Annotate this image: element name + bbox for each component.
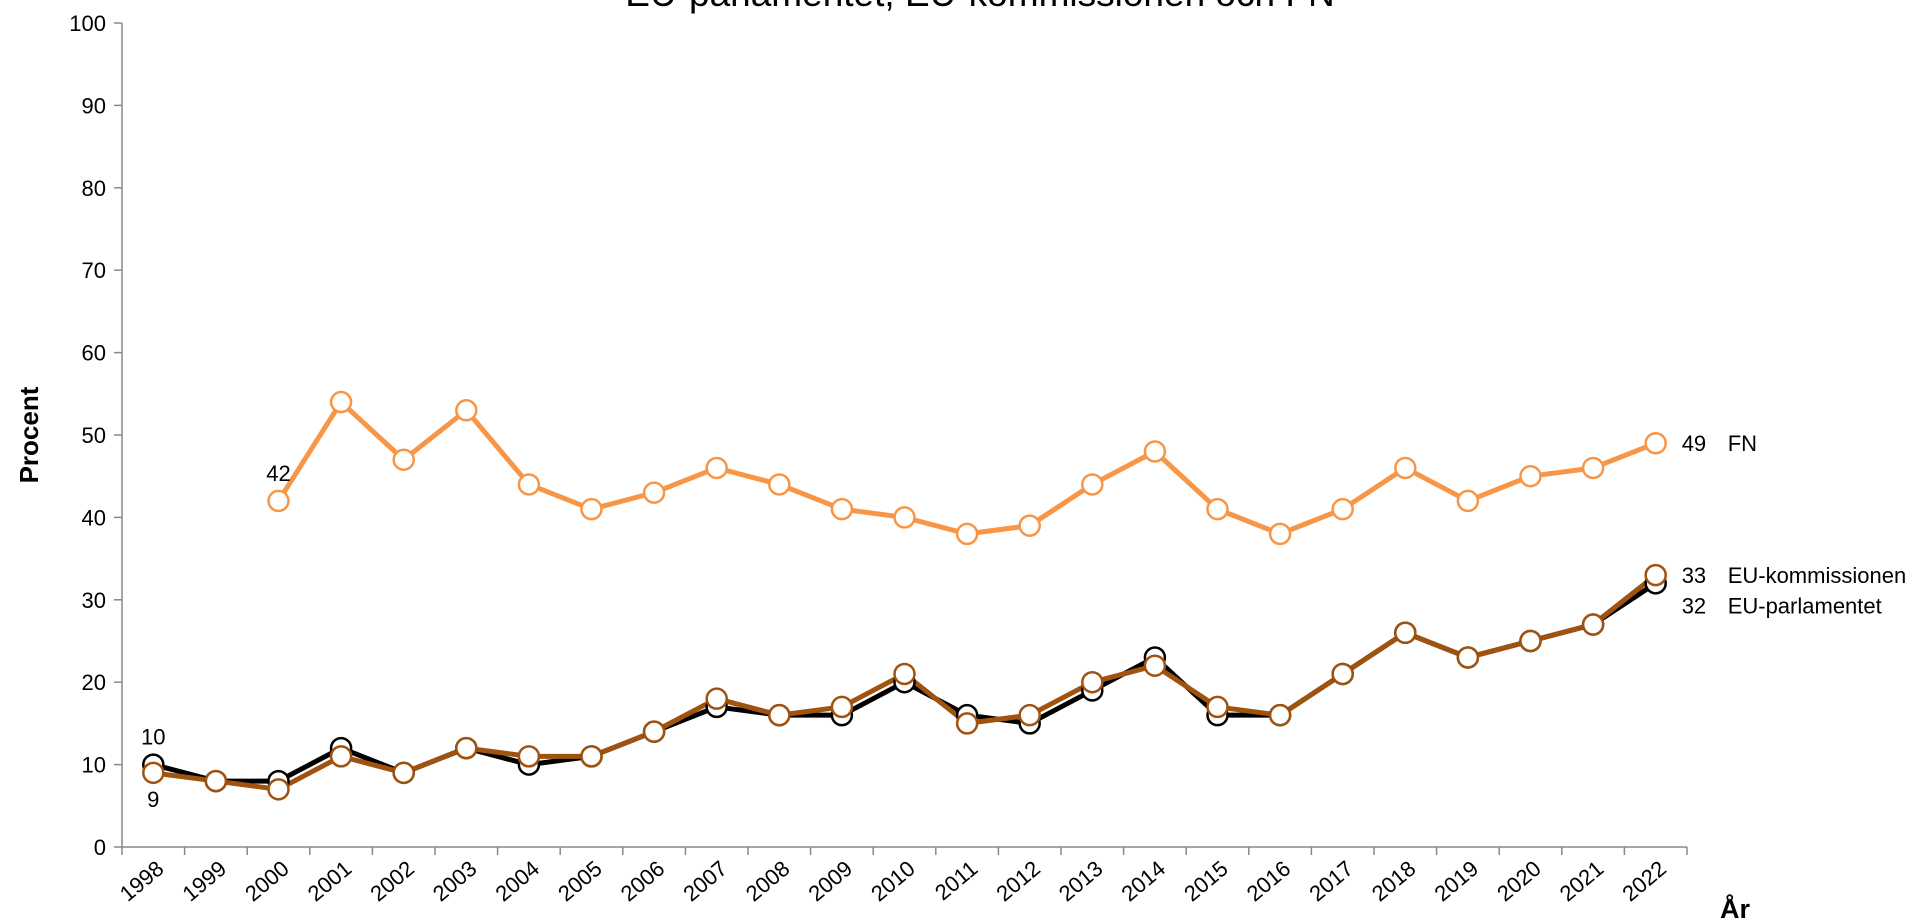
point — [455, 736, 478, 760]
point — [580, 745, 603, 768]
point — [1018, 703, 1041, 727]
x-tick-label: 2009 — [804, 856, 858, 907]
point — [392, 761, 415, 785]
point — [142, 761, 165, 785]
x-tick-label: 2002 — [365, 856, 419, 907]
point — [768, 473, 791, 496]
point — [1268, 522, 1292, 546]
point — [642, 481, 666, 504]
y-tick-label: 50 — [82, 423, 106, 448]
x-tick-label: 1998 — [115, 856, 169, 907]
point — [1456, 489, 1480, 513]
x-tick-label: 2014 — [1117, 856, 1171, 907]
point — [329, 390, 353, 414]
point — [1456, 646, 1480, 669]
x-tick-label: 2020 — [1492, 856, 1546, 907]
point — [1206, 497, 1229, 521]
point — [1018, 514, 1041, 537]
x-axis-label: År — [1720, 893, 1750, 921]
series-name: EU-parlamentet — [1728, 593, 1882, 618]
point — [1143, 654, 1167, 677]
point — [830, 695, 854, 719]
point — [267, 778, 290, 801]
point — [1581, 613, 1605, 636]
point — [204, 769, 228, 793]
point — [1394, 621, 1417, 645]
y-tick-label: 60 — [82, 341, 106, 366]
y-tick-label: 0 — [94, 835, 106, 860]
point — [1519, 629, 1542, 653]
x-tick-label: 2016 — [1242, 856, 1296, 907]
x-tick-label: 2006 — [616, 856, 670, 907]
point — [1143, 440, 1167, 463]
x-tick-label: 2012 — [991, 856, 1045, 907]
y-tick-label: 80 — [82, 176, 106, 201]
y-tick-label: 10 — [82, 753, 106, 778]
x-tick-label: 2003 — [428, 856, 482, 907]
series-name: FN — [1728, 431, 1757, 456]
x-tick-label: 2022 — [1617, 856, 1671, 907]
x-tick-label: 2010 — [866, 856, 920, 907]
data-label: 10 — [141, 725, 165, 750]
point — [1644, 563, 1667, 587]
x-tick-label: 2019 — [1430, 856, 1484, 907]
data-label: 9 — [147, 787, 159, 812]
data-label: 49 — [1682, 431, 1706, 456]
point — [955, 712, 979, 735]
x-tick-label: 2008 — [741, 856, 795, 907]
x-tick-label: 2001 — [303, 856, 357, 907]
x-tick-label: 2011 — [930, 856, 982, 906]
x-tick-label: 1999 — [178, 856, 232, 907]
series-name: EU-kommissionen — [1728, 563, 1907, 588]
point — [893, 506, 916, 529]
point — [392, 448, 415, 471]
point — [1331, 662, 1354, 686]
point — [1081, 670, 1104, 694]
point — [1331, 497, 1354, 521]
x-tick-label: 2000 — [240, 856, 294, 907]
x-tick-label: 2007 — [678, 856, 732, 907]
y-tick-label: 100 — [69, 11, 106, 36]
point — [955, 522, 979, 546]
point — [1394, 456, 1417, 480]
point — [642, 720, 666, 743]
point — [1519, 464, 1542, 488]
point — [517, 473, 541, 496]
y-tick-label: 90 — [82, 93, 106, 118]
x-tick-label: 2005 — [553, 856, 607, 907]
y-tick-label: 40 — [82, 505, 106, 530]
series-line — [276, 399, 1657, 537]
point — [830, 497, 854, 521]
chart-title: EU-parlamentet, EU-kommissionen och FN — [625, 0, 1334, 14]
point — [1581, 456, 1605, 480]
data-label: 33 — [1682, 563, 1706, 588]
data-label: 42 — [266, 461, 290, 486]
x-tick-label: 2021 — [1555, 856, 1609, 907]
y-tick-label: 70 — [82, 258, 106, 283]
point — [1268, 703, 1292, 727]
x-tick-label: 2013 — [1054, 856, 1108, 907]
y-tick-label: 20 — [82, 670, 106, 695]
x-tick-label: 2018 — [1367, 856, 1421, 907]
point — [455, 399, 478, 422]
data-label: 32 — [1682, 593, 1706, 618]
point — [329, 745, 353, 768]
point — [705, 687, 728, 710]
point — [893, 662, 916, 686]
y-axis-label: Procent — [14, 386, 44, 483]
x-tick-label: 2017 — [1304, 856, 1358, 907]
point — [1081, 473, 1104, 496]
x-tick-label: 2015 — [1179, 856, 1233, 907]
x-tick-label: 2004 — [491, 856, 545, 907]
point — [267, 489, 290, 513]
point — [580, 497, 603, 521]
point — [768, 703, 791, 727]
point — [1644, 431, 1667, 455]
point — [705, 456, 728, 480]
y-tick-label: 30 — [82, 588, 106, 613]
point — [517, 745, 541, 768]
point — [1206, 695, 1229, 719]
